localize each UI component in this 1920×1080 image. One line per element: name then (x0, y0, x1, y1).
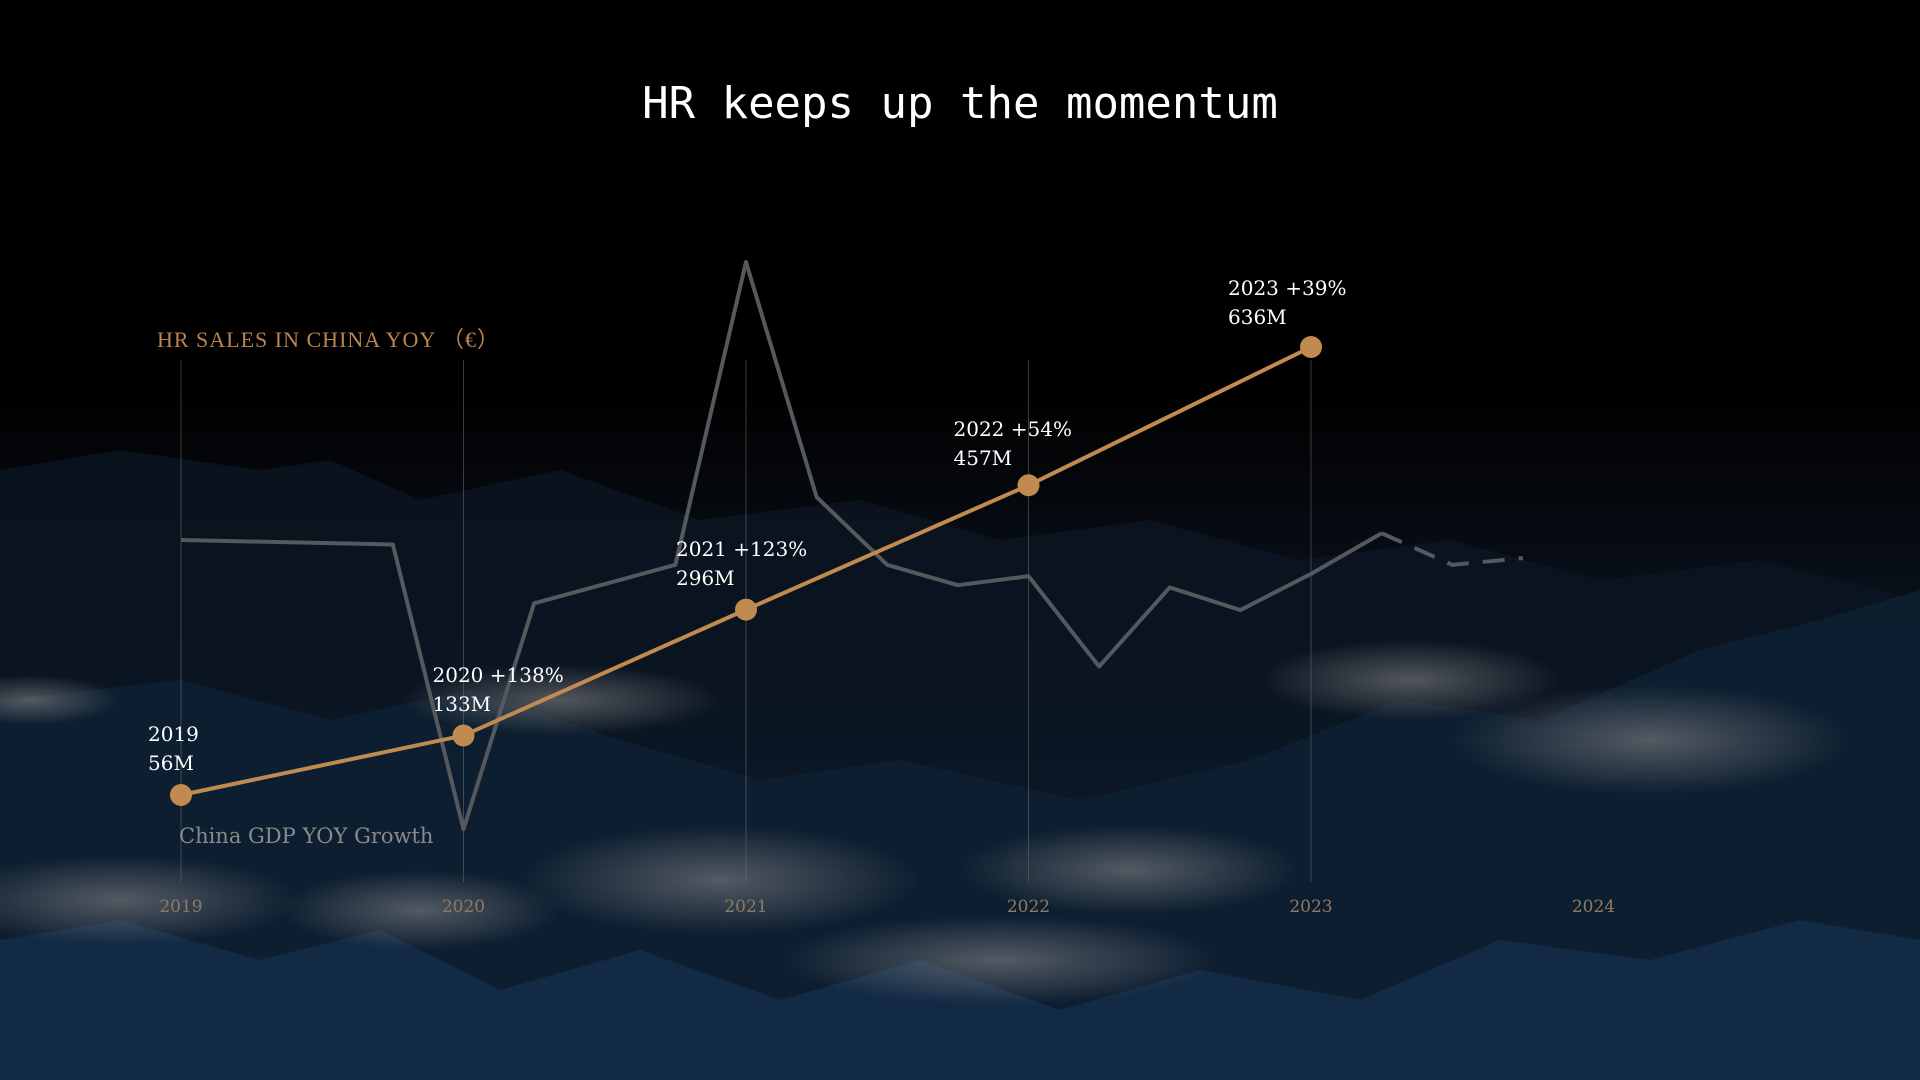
data-label-year-growth: 2021 +123% (676, 536, 808, 561)
sales-point-2022 (1017, 474, 1040, 497)
x-tick-2022: 2022 (1006, 897, 1051, 917)
sales-series (170, 336, 1322, 806)
data-label-year-growth: 2020 +138% (432, 662, 564, 687)
data-label-2020: 2020 +138% 133M (433, 661, 564, 719)
data-label-value: 133M (432, 691, 492, 716)
data-label-value: 636M (1228, 305, 1287, 329)
data-label-2023: 2023 +39% 636M (1228, 274, 1346, 332)
gdp-series (180, 260, 1524, 832)
data-label-year-growth: 2023 +39% (1228, 276, 1347, 300)
x-tick-2020: 2020 (441, 897, 486, 917)
x-tick-2024: 2024 (1571, 897, 1616, 917)
gdp-projection-line (1380, 531, 1524, 567)
chart-title: HR keeps up the momentum (642, 78, 1278, 129)
x-tick-2023: 2023 (1289, 897, 1333, 917)
sales-point-2019 (170, 784, 192, 806)
data-label-year-growth: 2019 (148, 722, 199, 746)
sales-point-2021 (735, 598, 757, 621)
sales-point-2020 (452, 724, 475, 747)
data-label-2019: 2019 56M (148, 720, 199, 778)
clouds (0, 640, 1850, 1005)
data-label-value: 457M (953, 446, 1013, 471)
series-label: HR SALES IN CHINA YOY （€） (157, 327, 500, 352)
data-label-value: 296M (676, 565, 735, 590)
x-tick-2021: 2021 (724, 897, 768, 917)
data-label-2021: 2021 +123% 296M (676, 535, 807, 593)
gdp-line (180, 260, 1383, 832)
data-label-value: 56M (148, 751, 194, 775)
data-label-2022: 2022 +54% 457M (954, 415, 1072, 473)
data-label-year-growth: 2022 +54% (953, 417, 1072, 442)
x-tick-2019: 2019 (159, 897, 203, 917)
sales-point-2023 (1300, 336, 1322, 358)
gdp-series-label: China GDP YOY Growth (179, 824, 434, 848)
